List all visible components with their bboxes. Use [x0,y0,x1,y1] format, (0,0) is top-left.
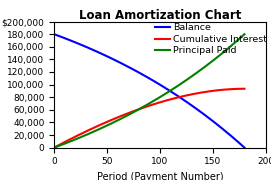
Line: Balance: Balance [54,34,244,148]
Principal Paid [143,105,147,107]
Title: Loan Amortization Chart: Loan Amortization Chart [79,9,241,22]
Cumulative Interest [144,106,148,108]
Balance [243,147,246,149]
Principal Paid [144,104,148,106]
Cumulative Interest [53,147,56,149]
Cumulative Interest [81,132,84,134]
Line: Principal Paid: Principal Paid [54,34,244,148]
Balance [242,146,245,148]
Balance [53,33,56,35]
Line: Cumulative Interest: Cumulative Interest [54,89,244,148]
Balance [68,39,72,41]
Cumulative Interest [210,90,213,92]
Cumulative Interest [68,138,72,140]
Balance [143,75,147,77]
Balance [144,75,148,78]
Balance [81,44,84,46]
Principal Paid [68,140,72,143]
Balance [210,119,213,121]
Principal Paid [242,34,245,36]
Principal Paid [81,135,84,138]
Principal Paid [210,60,213,63]
Cumulative Interest [242,88,245,90]
Cumulative Interest [143,106,147,108]
Legend: Balance, Cumulative Interest, Principal Paid: Balance, Cumulative Interest, Principal … [154,22,269,57]
X-axis label: Period (Payment Number): Period (Payment Number) [96,172,223,180]
Principal Paid [243,33,246,35]
Principal Paid [53,147,56,149]
Cumulative Interest [243,88,246,90]
